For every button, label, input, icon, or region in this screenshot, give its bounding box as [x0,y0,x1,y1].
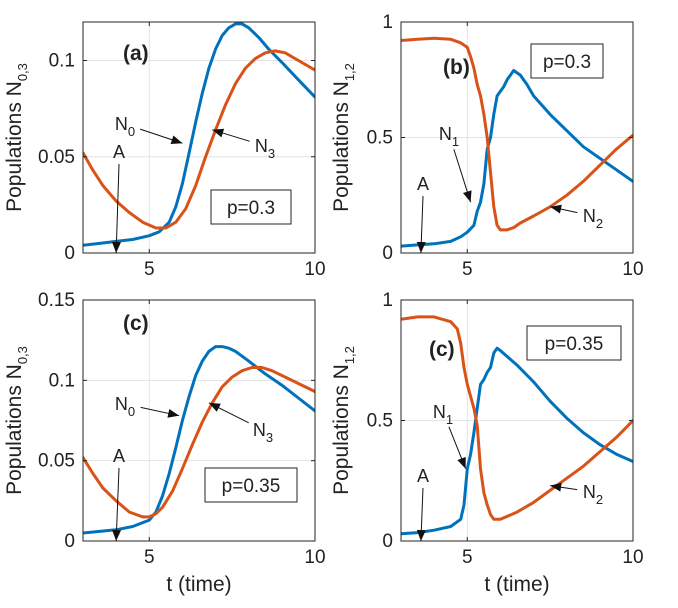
x-tick-label: 10 [304,547,325,568]
annotation-label: N0 [115,114,135,139]
series-line-N1 [401,346,633,536]
series-line-N0 [83,22,315,247]
p-value-label: p=0.35 [222,476,281,497]
annotation-arrow-head [208,402,221,412]
p-value-label: p=0.3 [543,52,591,73]
p-value-label: p=0.35 [545,334,604,355]
x-tick-label: 10 [622,547,643,568]
axes-frame [82,299,316,542]
series-line-N2 [401,36,633,232]
annotation-label: A [113,446,125,466]
x-tick-label: 5 [144,259,155,280]
annotation-label: N2 [583,482,603,507]
annotation-arrow-head [167,408,180,418]
p-value-box [526,325,622,361]
y-tick-label: 0.5 [367,411,393,432]
annotation-label: A [417,174,429,194]
y-axis-label: Populations N0,3 [3,63,30,212]
panel-label: (c) [123,312,149,335]
annotation-label: N3 [255,136,275,161]
y-axis-label: Populations N1,2 [330,346,357,495]
y-tick-label: 0 [382,531,393,552]
annotation-arrow-shaft [115,467,120,542]
panel-a: 5 10 0 0.05 0.1 Populations N0,3 (a) p=0.3 A N0 N3 [3,21,326,280]
y-tick-label: 1 [382,12,393,33]
annotation-label: A [417,466,429,486]
y-tick-label: 0 [64,243,75,264]
annotation-arrow-shaft [115,163,120,254]
y-tick-label: 0.5 [367,128,393,149]
x-axis-label: t (time) [484,573,549,596]
annotation-arrow-head [462,190,472,203]
annotation-label: N1 [439,124,459,149]
annotation-arrow-head [550,204,562,214]
x-axis-label: t (time) [166,573,231,596]
y-axis-label: Populations N1,2 [330,63,357,212]
x-tick-label: 10 [304,259,325,280]
annotation-arrow-head [112,529,122,541]
p-value-label: p=0.3 [227,198,275,219]
axes-frame [82,21,316,254]
annotation-arrow-head [416,529,426,541]
annotation-arrow-head [111,241,121,253]
annotation-label: N1 [433,402,453,427]
y-axis-label: Populations N0,3 [3,346,30,495]
x-tick-label: 5 [462,547,473,568]
panel-c-left: 5 10 0 0.05 0.1 0.15 Populations N0,3 t (time) (… [3,290,326,596]
panel-label: (c) [429,338,455,361]
series-line-N1 [401,69,633,248]
p-value-box [530,43,604,79]
series-line-N2 [401,315,633,521]
x-tick-label: 10 [622,259,643,280]
y-tick-label: 0 [382,243,393,264]
y-tick-label: 1 [382,290,393,311]
y-tick-label: 0.1 [49,51,75,72]
x-tick-label: 5 [144,547,155,568]
y-tick-label: 0.1 [49,370,75,391]
p-value-box [204,467,298,503]
y-tick-label: 0 [64,531,75,552]
annotation-arrow-head [550,482,562,492]
annotation-arrow-head [170,135,183,145]
series-line-N0 [83,345,315,535]
y-tick-label: 0.05 [38,147,75,168]
series-line-N3 [83,366,315,519]
y-tick-label: 0.15 [38,290,75,311]
annotation-arrow-head [457,456,466,469]
x-tick-label: 5 [462,259,473,280]
annotation-label: N0 [115,394,135,419]
panel-label: (a) [123,42,149,65]
panel-c-right: 5 10 0 0.5 1 Populations N1,2 t (time) (c) p=0.3… [330,290,644,596]
series-line-N3 [83,49,315,230]
annotation-label: A [113,142,125,162]
annotation-label: N3 [253,420,273,445]
y-tick-label: 0.05 [38,451,75,472]
annotation-label: N2 [583,206,603,231]
p-value-box [210,189,292,225]
panel-label: (b) [443,56,470,79]
panel-b: 5 10 0 0.5 1 Populations N1,2 (b) p=0.3 A N1 N2 [330,12,644,280]
annotation-arrow-head [212,128,225,138]
annotation-arrow-head [416,241,426,253]
